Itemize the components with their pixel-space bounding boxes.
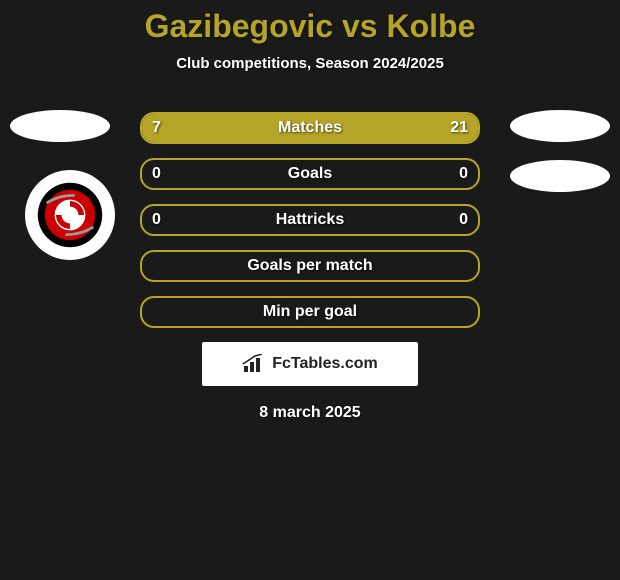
player-right-jersey	[510, 110, 610, 142]
stat-label: Min per goal	[142, 298, 478, 326]
stat-bar-matches: 721Matches	[140, 112, 480, 144]
comparison-content: 721Matches 00Goals 00Hattricks Goals per ma…	[0, 112, 620, 422]
stat-bar-min-per-goal: Min per goal	[140, 296, 480, 328]
club-logo-left	[25, 170, 115, 260]
stat-label: Matches	[142, 114, 478, 142]
comparison-bars: 721Matches 00Goals 00Hattricks Goals per ma…	[140, 112, 480, 328]
page-title: Gazibegovic vs Kolbe	[0, 0, 620, 45]
subtitle: Club competitions, Season 2024/2025	[0, 55, 620, 72]
stat-bar-hattricks: 00Hattricks	[140, 204, 480, 236]
date-label: 8 march 2025	[0, 404, 620, 422]
stat-label: Hattricks	[142, 206, 478, 234]
stat-bar-goals: 00Goals	[140, 158, 480, 190]
player-right-jersey-2	[510, 160, 610, 192]
stat-label: Goals	[142, 160, 478, 188]
stat-bar-goals-per-match: Goals per match	[140, 250, 480, 282]
bar-chart-icon	[242, 354, 266, 374]
branding-text: FcTables.com	[272, 355, 378, 373]
branding-badge: FcTables.com	[202, 342, 418, 386]
hurricane-logo-icon	[35, 180, 105, 250]
player-left-jersey	[10, 110, 110, 142]
stat-label: Goals per match	[142, 252, 478, 280]
